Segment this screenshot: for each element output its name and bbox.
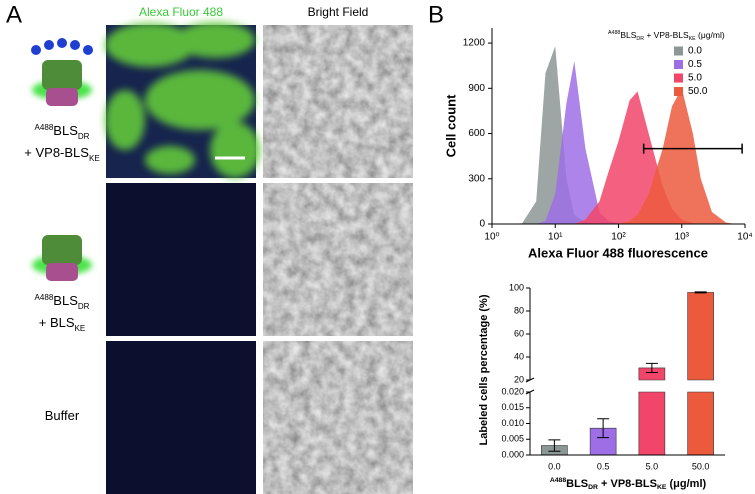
label-part: DR	[588, 484, 598, 491]
y-tick-label: 100	[509, 282, 524, 292]
x-tick-label: 50.0	[692, 461, 710, 471]
label-part: A488	[35, 293, 54, 302]
fluorescence-image	[105, 22, 260, 494]
x-tick-label: 10³	[675, 232, 690, 243]
legend-swatch	[674, 87, 683, 96]
x-axis-title: Alexa Fluor 488 fluorescence	[528, 245, 708, 260]
label-part: KE	[89, 154, 100, 163]
y-tick-label: 0.010	[501, 418, 524, 428]
label-part: A488	[550, 477, 566, 484]
label: A488BLSDR	[35, 123, 90, 141]
label: + BLSKE	[39, 315, 86, 332]
protein-icon	[31, 38, 93, 106]
x-tick-label: 10⁴	[737, 232, 752, 243]
error-bar	[597, 418, 610, 439]
label-part: BLS	[620, 30, 636, 40]
legend-label: 0.0	[688, 46, 702, 57]
label-part: DR	[78, 302, 90, 311]
panel-label: B	[428, 1, 444, 28]
histogram-area	[492, 46, 745, 224]
x-tick-label: 5.0	[646, 461, 659, 471]
column-header: Alexa Fluor 488	[139, 5, 223, 19]
y-tick-label: 300	[468, 173, 485, 184]
x-tick-label: 10¹	[548, 232, 563, 243]
label: A488BLSDR	[35, 293, 90, 311]
y-tick-label: 0.000	[501, 449, 524, 459]
y-tick-label: 600	[468, 128, 485, 139]
y-axis-title: Labeled cells percentage (%)	[478, 294, 490, 445]
label-part: + BLS	[39, 315, 75, 330]
histogram-area	[492, 88, 745, 224]
label-part: + VP8-BLS	[644, 30, 689, 40]
label: + VP8-BLSKE	[24, 145, 100, 162]
gate	[642, 143, 743, 154]
error-bar	[548, 439, 561, 452]
bar	[687, 292, 714, 456]
y-tick-label: 0	[479, 219, 485, 230]
label-part: BLS	[53, 123, 78, 138]
label-part: A488	[35, 123, 54, 132]
x-tick-label: 10²	[611, 232, 626, 243]
y-tick-label: 20	[514, 374, 524, 384]
label: A488BLSDR + VP8-BLSKE (μg/ml)	[608, 30, 725, 42]
x-tick-label: 0.0	[548, 461, 561, 471]
x-tick-label: 10⁰	[484, 232, 499, 243]
panel-label: A	[6, 1, 22, 28]
y-tick-label: 0.015	[501, 402, 524, 412]
label-part: KE	[75, 324, 86, 333]
legend-swatch	[674, 46, 683, 56]
legend-label: 50.0	[688, 86, 708, 97]
bar	[638, 367, 666, 456]
error-bar	[694, 291, 707, 294]
protein-icon	[32, 235, 92, 281]
error-bar	[645, 362, 658, 374]
label: Buffer	[45, 408, 80, 423]
y-tick-label: 1200	[463, 38, 486, 49]
y-tick-label: 40	[514, 351, 524, 361]
y-tick-label: 0.005	[501, 434, 524, 444]
label-part: BLS	[566, 478, 588, 490]
label-part: KE	[657, 484, 667, 491]
y-tick-label: 60	[514, 328, 524, 338]
legend-swatch	[674, 73, 683, 83]
y-tick-label: 900	[468, 83, 485, 94]
label: A488BLSDR + VP8-BLSKE (μg/ml)	[550, 477, 707, 491]
column-header: Bright Field	[308, 5, 369, 19]
y-tick-label: 80	[514, 305, 524, 315]
label-part: BLS	[53, 293, 78, 308]
bright-field-image	[263, 25, 413, 494]
label-part: DR	[78, 132, 90, 141]
label-part: (μg/ml)	[666, 478, 706, 490]
x-tick-label: 0.5	[597, 461, 610, 471]
legend-label: 0.5	[688, 59, 702, 70]
label-part: (μg/ml)	[696, 30, 725, 40]
histogram-area	[492, 91, 745, 224]
y-tick-label: 0.020	[501, 386, 524, 396]
label-part: + VP8-BLS	[24, 145, 89, 160]
y-axis-title: Cell count	[443, 94, 458, 158]
label-part: + VP8-BLS	[598, 478, 657, 490]
legend-swatch	[674, 60, 683, 69]
legend-label: 5.0	[688, 73, 702, 84]
label-part: Buffer	[45, 408, 80, 423]
label-part: DR	[636, 36, 644, 42]
label-part: KE	[689, 36, 697, 42]
label-part: A488	[608, 30, 620, 36]
